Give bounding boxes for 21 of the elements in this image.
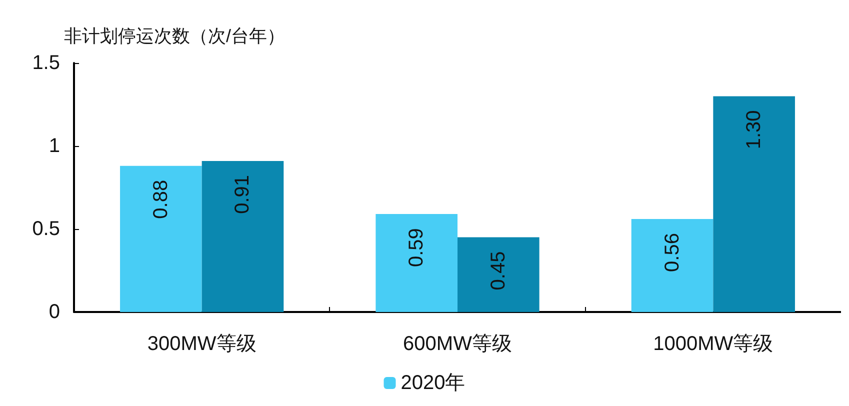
data-label: 0.56	[661, 233, 684, 272]
bar	[631, 219, 714, 312]
y-tick-label: 1	[48, 135, 60, 157]
y-tick-label: 0	[48, 301, 60, 323]
legend-label: 2020年	[400, 372, 466, 394]
data-label: 0.59	[406, 228, 428, 267]
data-label: 0.88	[150, 180, 172, 219]
data-label: 0.45	[487, 251, 510, 290]
bar	[202, 160, 284, 312]
bar	[376, 214, 458, 312]
y-axis-title: 非计划停运次数（次/台年）	[64, 26, 286, 46]
bar	[713, 96, 795, 312]
bar	[120, 166, 202, 312]
x-tick-label: 300MW等级	[147, 333, 256, 355]
x-tick-label: 600MW等级	[403, 333, 512, 355]
x-tick-label: 1000MW等级	[653, 333, 774, 355]
bar	[458, 237, 540, 312]
data-label: 1.30	[743, 110, 766, 150]
y-tick-label: 0.5	[32, 218, 60, 240]
data-label: 0.91	[232, 174, 254, 214]
y-tick-label: 1.5	[32, 52, 60, 74]
